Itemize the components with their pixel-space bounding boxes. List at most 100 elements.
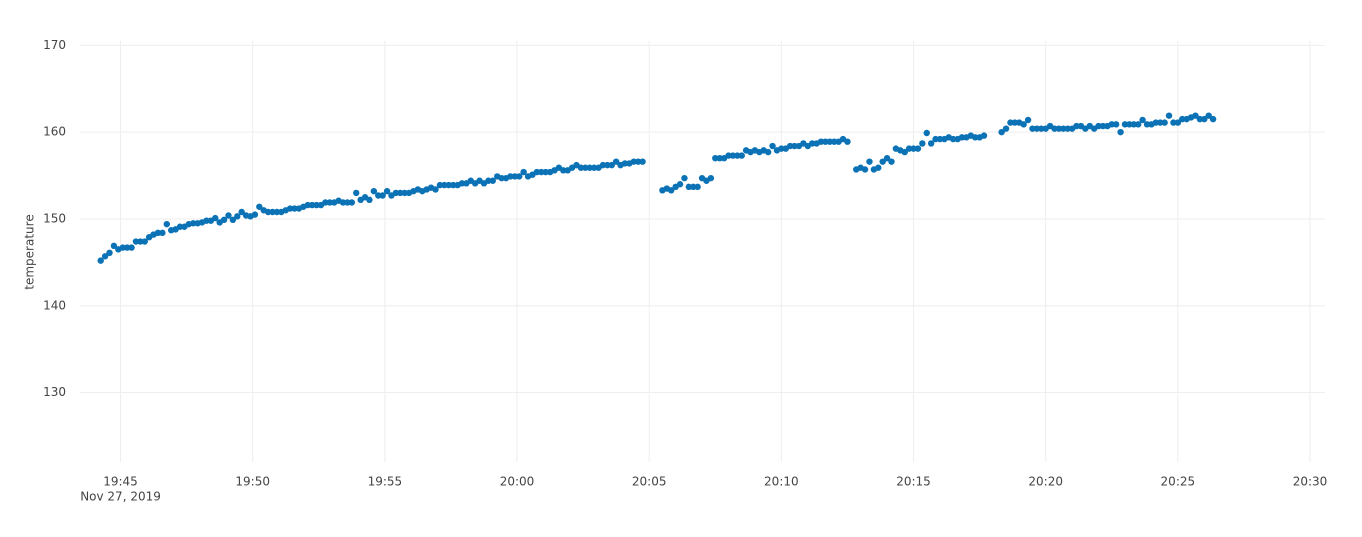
x-tick-label: 20:30 xyxy=(1293,475,1328,489)
point xyxy=(936,135,944,143)
point xyxy=(1174,119,1182,126)
point xyxy=(123,244,131,251)
point xyxy=(119,244,126,251)
point xyxy=(264,208,272,216)
point xyxy=(734,152,741,159)
point xyxy=(516,173,523,180)
point xyxy=(441,181,448,189)
point xyxy=(370,187,378,195)
point xyxy=(353,189,360,197)
point xyxy=(905,145,913,152)
point xyxy=(1126,121,1133,128)
point xyxy=(339,199,347,206)
point xyxy=(498,174,505,182)
point xyxy=(844,138,851,145)
point xyxy=(542,168,549,176)
point xyxy=(1170,119,1177,126)
point xyxy=(1029,125,1036,132)
point xyxy=(923,129,930,137)
point xyxy=(861,166,869,173)
point xyxy=(1143,121,1151,128)
point xyxy=(1108,121,1115,128)
point xyxy=(972,134,979,141)
point xyxy=(949,135,957,143)
x-tick-label: 20:25 xyxy=(1161,475,1196,489)
point xyxy=(866,158,873,165)
point xyxy=(344,199,351,206)
point xyxy=(634,158,642,165)
point xyxy=(1117,128,1124,136)
point xyxy=(668,187,675,194)
point xyxy=(256,203,263,210)
point xyxy=(445,181,452,189)
y-axis-title: temperature xyxy=(23,214,37,289)
point xyxy=(694,183,701,191)
point xyxy=(1192,112,1199,119)
point xyxy=(269,208,276,216)
point xyxy=(1064,125,1071,132)
point xyxy=(326,199,333,206)
point xyxy=(1139,116,1146,124)
point xyxy=(1205,112,1212,119)
y-tick-label: 140 xyxy=(43,298,66,312)
point xyxy=(1135,121,1142,128)
point xyxy=(769,142,776,150)
point xyxy=(1157,119,1164,126)
point xyxy=(681,174,688,182)
point xyxy=(449,181,457,189)
point xyxy=(1011,119,1019,126)
point xyxy=(725,152,732,159)
point xyxy=(685,183,693,191)
point xyxy=(791,142,798,150)
point xyxy=(560,167,567,174)
point xyxy=(348,199,356,206)
point xyxy=(1007,119,1014,126)
point xyxy=(621,160,629,167)
point xyxy=(1196,115,1204,123)
point xyxy=(1130,121,1138,128)
point xyxy=(220,216,228,224)
point xyxy=(822,138,829,145)
point xyxy=(137,238,144,245)
point xyxy=(1179,115,1186,123)
point xyxy=(432,186,439,193)
point xyxy=(808,140,816,147)
point xyxy=(582,164,589,171)
point xyxy=(401,189,408,197)
point xyxy=(577,164,585,171)
point xyxy=(106,249,113,257)
point xyxy=(251,211,259,218)
point xyxy=(489,177,496,184)
point xyxy=(608,161,615,169)
point xyxy=(716,154,723,162)
point xyxy=(159,229,166,237)
y-tick-label: 150 xyxy=(43,211,66,225)
x-tick-label: 20:20 xyxy=(1028,475,1063,489)
point xyxy=(826,138,834,145)
point xyxy=(1073,122,1080,130)
point xyxy=(1020,121,1027,128)
point xyxy=(304,201,311,209)
x-date-label: Nov 27, 2019 xyxy=(80,490,161,504)
point xyxy=(507,173,514,180)
point xyxy=(533,168,541,176)
point xyxy=(958,134,966,141)
point xyxy=(1209,115,1217,123)
point xyxy=(308,201,316,209)
point xyxy=(1095,122,1102,130)
point xyxy=(1033,125,1041,132)
point xyxy=(914,145,922,152)
point xyxy=(234,213,241,220)
point xyxy=(511,173,519,180)
point xyxy=(901,148,908,156)
point xyxy=(291,205,298,212)
point xyxy=(383,187,391,195)
point xyxy=(132,238,140,245)
point xyxy=(128,244,135,251)
point xyxy=(586,164,593,171)
point xyxy=(778,145,785,152)
point xyxy=(604,161,611,169)
point xyxy=(599,161,607,169)
point xyxy=(980,132,988,139)
